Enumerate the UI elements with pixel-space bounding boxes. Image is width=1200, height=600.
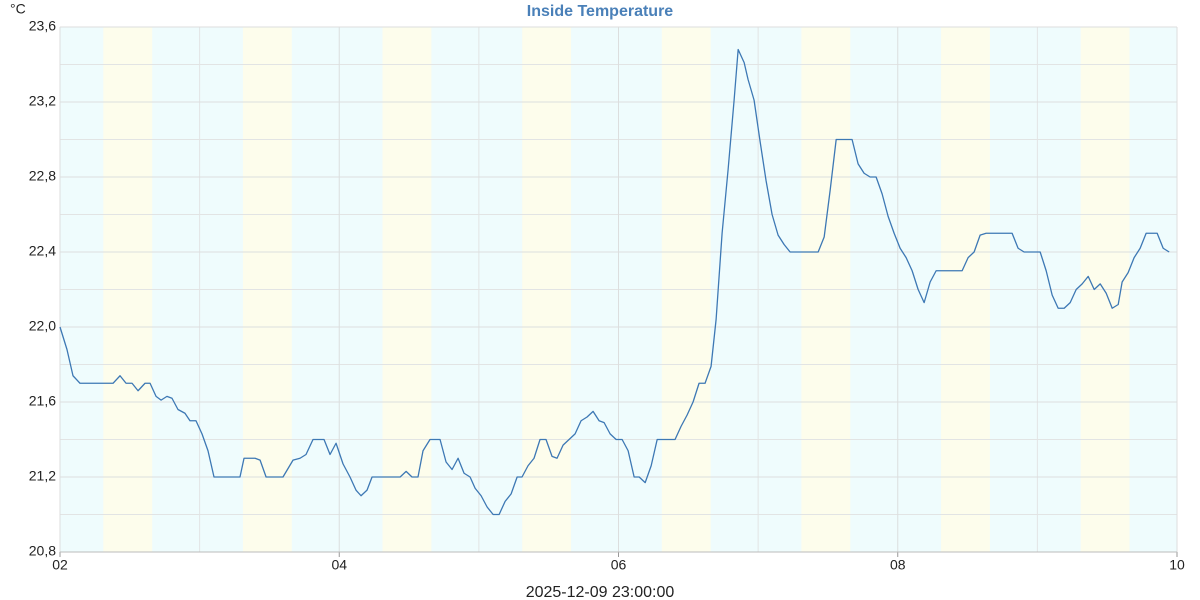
y-tick-label: 22,0 [29,318,56,334]
x-tick-label: 06 [611,557,627,573]
y-tick-label: 21,6 [29,393,56,409]
y-tick-label: 22,8 [29,168,56,184]
temperature-line [59,48,1170,516]
x-tick-label: 02 [52,557,68,573]
y-axis-unit: °C [10,1,26,17]
chart-title: Inside Temperature [527,3,674,20]
y-tick-label: 20,8 [29,543,56,559]
y-tick-label: 21,2 [29,468,56,484]
x-tick-label: 08 [890,557,906,573]
y-tick-label: 23,6 [29,18,56,34]
y-tick-label: 22,4 [29,243,56,259]
y-tick-label: 23,2 [29,93,56,109]
footer-timestamp: 2025-12-09 23:00:00 [526,584,675,600]
x-tick-label: 04 [331,557,347,573]
x-tick-label: 10 [1169,557,1185,573]
